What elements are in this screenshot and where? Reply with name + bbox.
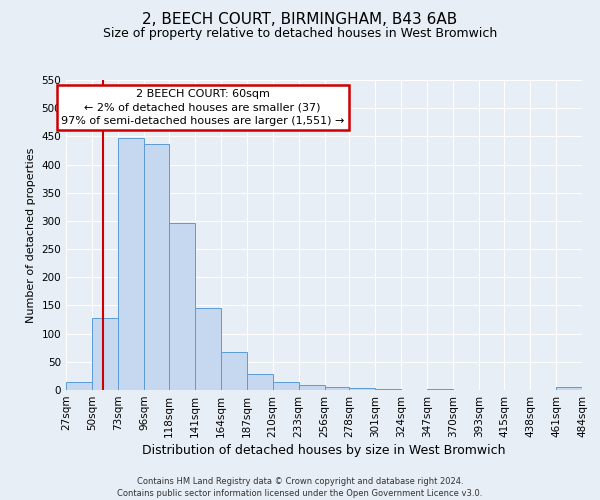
- Bar: [92, 318, 118, 390]
- Text: Contains public sector information licensed under the Open Government Licence v3: Contains public sector information licen…: [118, 489, 482, 498]
- Bar: [118, 138, 144, 390]
- Text: Size of property relative to detached houses in West Bromwich: Size of property relative to detached ho…: [103, 28, 497, 40]
- Bar: [349, 388, 376, 390]
- Text: 2 BEECH COURT: 60sqm
← 2% of detached houses are smaller (37)
97% of semi-detach: 2 BEECH COURT: 60sqm ← 2% of detached ho…: [61, 90, 344, 126]
- Bar: [247, 374, 272, 390]
- Bar: [221, 352, 247, 390]
- Bar: [299, 385, 325, 390]
- Bar: [325, 386, 349, 390]
- Bar: [169, 222, 195, 390]
- Bar: [272, 382, 299, 390]
- Bar: [556, 387, 582, 390]
- Text: 2, BEECH COURT, BIRMINGHAM, B43 6AB: 2, BEECH COURT, BIRMINGHAM, B43 6AB: [142, 12, 458, 28]
- Bar: [66, 382, 92, 390]
- X-axis label: Distribution of detached houses by size in West Bromwich: Distribution of detached houses by size …: [142, 444, 506, 457]
- Text: Contains HM Land Registry data © Crown copyright and database right 2024.: Contains HM Land Registry data © Crown c…: [137, 478, 463, 486]
- Bar: [195, 308, 221, 390]
- Y-axis label: Number of detached properties: Number of detached properties: [26, 148, 36, 322]
- Bar: [144, 144, 169, 390]
